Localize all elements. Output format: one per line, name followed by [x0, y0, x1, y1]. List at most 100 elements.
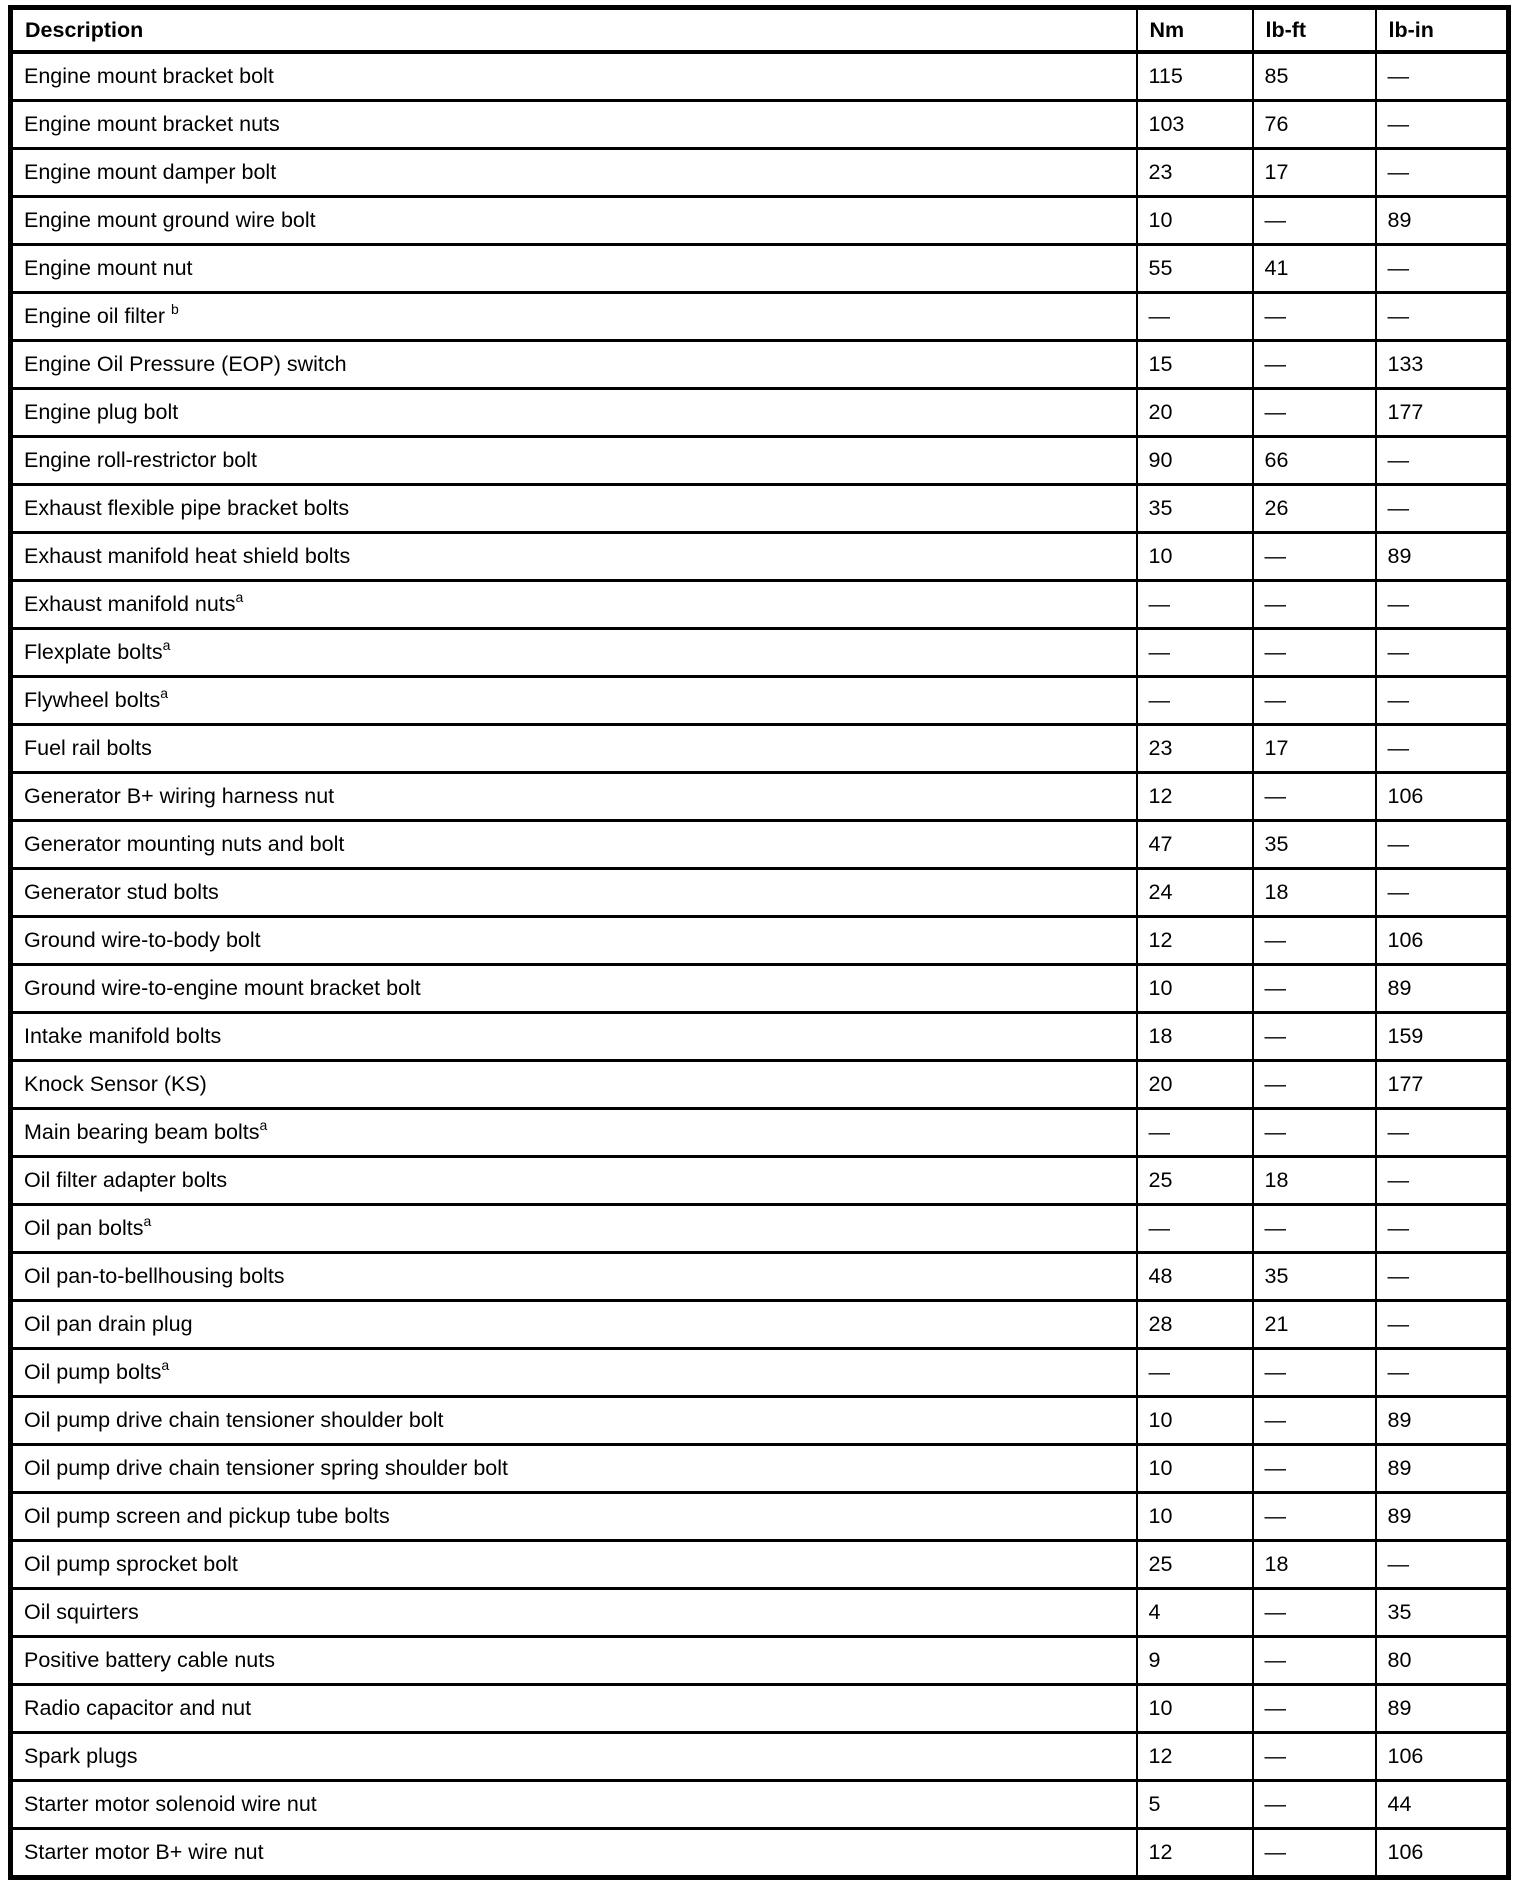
lbft-value-cell: — — [1251, 1203, 1377, 1254]
description-cell: Generator B+ wiring harness nut — [9, 771, 1138, 822]
lbin-value-cell: 89 — [1374, 1443, 1510, 1494]
row-footnote-marker: a — [162, 636, 171, 653]
lbft-value-cell: — — [1251, 1347, 1377, 1398]
lbin-value-cell: 89 — [1374, 531, 1510, 582]
nm-value-cell: 12 — [1135, 771, 1254, 822]
table-row: Oil pump screen and pickup tube bolts 10… — [9, 1491, 1510, 1542]
lbft-value-cell: 21 — [1251, 1299, 1377, 1350]
row-description: Generator B+ wiring harness nut — [24, 784, 335, 809]
row-description: Exhaust manifold heat shield bolts — [24, 544, 351, 569]
lbin-value-cell: 177 — [1374, 1059, 1510, 1110]
description-cell: Fuel rail bolts — [9, 723, 1138, 774]
description-cell: Engine oil filter b — [9, 291, 1138, 342]
table-row: Engine roll-restrictor bolt 90 66 — — [9, 435, 1510, 486]
lbft-value-cell: 18 — [1251, 1539, 1377, 1590]
nm-value-cell: 20 — [1135, 1059, 1254, 1110]
description-cell: Exhaust manifold nutsa — [9, 579, 1138, 630]
row-description: Engine Oil Pressure (EOP) switch — [24, 352, 347, 377]
description-cell: Ground wire-to-body bolt — [9, 915, 1138, 966]
description-cell: Ground wire-to-engine mount bracket bolt — [9, 963, 1138, 1014]
row-description: Oil filter adapter bolts — [24, 1168, 228, 1193]
lbin-value-cell: — — [1374, 1539, 1510, 1590]
row-description: Engine mount ground wire bolt — [24, 208, 316, 233]
nm-value-cell: — — [1135, 1347, 1254, 1398]
table-row: Oil pump drive chain tensioner shoulder … — [9, 1395, 1510, 1446]
nm-value-cell: 23 — [1135, 723, 1254, 774]
lbft-value-cell: 35 — [1251, 819, 1377, 870]
description-cell: Oil squirters — [9, 1587, 1138, 1638]
table-row: Spark plugs 12 — 106 — [9, 1731, 1510, 1782]
row-footnote-marker: a — [235, 588, 244, 605]
row-description: Starter motor solenoid wire nut — [24, 1792, 317, 1817]
description-cell: Engine Oil Pressure (EOP) switch — [9, 339, 1138, 390]
lbft-value-cell: — — [1251, 627, 1377, 678]
description-cell: Oil filter adapter bolts — [9, 1155, 1138, 1206]
lbin-value-cell: 89 — [1374, 1395, 1510, 1446]
table-row: Starter motor B+ wire nut 12 — 106 — [9, 1827, 1510, 1879]
nm-value-cell: 10 — [1135, 1443, 1254, 1494]
table-header: Description Nm lb-ft lb-in — [9, 6, 1510, 54]
lbin-value-cell: — — [1374, 243, 1510, 294]
table-row: Radio capacitor and nut 10 — 89 — [9, 1683, 1510, 1734]
table-row: Oil pan drain plug 28 21 — — [9, 1299, 1510, 1350]
row-description: Oil pan drain plug — [24, 1312, 193, 1337]
table-row: Exhaust manifold heat shield bolts 10 — … — [9, 531, 1510, 582]
lbin-value-cell: — — [1374, 819, 1510, 870]
row-description: Engine mount bracket bolt — [24, 64, 274, 89]
row-description: Oil pan-to-bellhousing bolts — [24, 1264, 285, 1289]
lbin-value-cell: — — [1374, 723, 1510, 774]
lbft-value-cell: 17 — [1251, 723, 1377, 774]
table-row: Starter motor solenoid wire nut 5 — 44 — [9, 1779, 1510, 1830]
lbft-value-cell: — — [1251, 771, 1377, 822]
lbin-value-cell: — — [1374, 1299, 1510, 1350]
table-row: Generator B+ wiring harness nut 12 — 106 — [9, 771, 1510, 822]
nm-value-cell: 10 — [1135, 963, 1254, 1014]
table-row: Generator mounting nuts and bolt 47 35 — — [9, 819, 1510, 870]
lbin-value-cell: 106 — [1374, 1827, 1510, 1879]
description-cell: Generator stud bolts — [9, 867, 1138, 918]
row-description: Engine mount bracket nuts — [24, 112, 280, 137]
lbft-value-cell: — — [1251, 579, 1377, 630]
nm-value-cell: 12 — [1135, 915, 1254, 966]
lbin-value-cell: — — [1374, 1347, 1510, 1398]
row-description: Engine mount nut — [24, 256, 193, 281]
description-cell: Engine mount ground wire bolt — [9, 195, 1138, 246]
nm-value-cell: 23 — [1135, 147, 1254, 198]
description-cell: Main bearing beam boltsa — [9, 1107, 1138, 1158]
row-footnote-marker: b — [171, 300, 179, 317]
description-cell: Oil pan boltsa — [9, 1203, 1138, 1254]
row-description: Exhaust flexible pipe bracket bolts — [24, 496, 350, 521]
row-description: Positive battery cable nuts — [24, 1648, 275, 1673]
description-cell: Oil pump drive chain tensioner spring sh… — [9, 1443, 1138, 1494]
row-footnote-marker: a — [259, 1116, 268, 1133]
description-cell: Flywheel boltsa — [9, 675, 1138, 726]
description-cell: Engine plug bolt — [9, 387, 1138, 438]
lbft-value-cell: — — [1251, 1059, 1377, 1110]
lbft-value-cell: — — [1251, 963, 1377, 1014]
lbin-value-cell: — — [1374, 50, 1510, 102]
lbin-value-cell: — — [1374, 579, 1510, 630]
row-description: Oil pump drive chain tensioner shoulder … — [24, 1408, 444, 1433]
col-header-lbft: lb-ft — [1251, 6, 1377, 54]
lbft-value-cell: 76 — [1251, 99, 1377, 150]
description-cell: Engine mount damper bolt — [9, 147, 1138, 198]
row-description: Knock Sensor (KS) — [24, 1072, 207, 1097]
lbft-value-cell: 17 — [1251, 147, 1377, 198]
table-row: Main bearing beam boltsa — — — — [9, 1107, 1510, 1158]
lbin-value-cell: 106 — [1374, 1731, 1510, 1782]
lbin-value-cell: — — [1374, 867, 1510, 918]
nm-value-cell: 9 — [1135, 1635, 1254, 1686]
lbft-value-cell: — — [1251, 531, 1377, 582]
table-row: Ground wire-to-engine mount bracket bolt… — [9, 963, 1510, 1014]
table-body: Engine mount bracket bolt 115 85 — Engin… — [9, 50, 1510, 1879]
row-description: Oil pump screen and pickup tube bolts — [24, 1504, 390, 1529]
nm-value-cell: 10 — [1135, 1683, 1254, 1734]
table-row: Ground wire-to-body bolt 12 — 106 — [9, 915, 1510, 966]
nm-value-cell: 35 — [1135, 483, 1254, 534]
lbft-value-cell: — — [1251, 1395, 1377, 1446]
lbin-value-cell: — — [1374, 675, 1510, 726]
row-description: Engine plug bolt — [24, 400, 179, 425]
row-description: Ground wire-to-body bolt — [24, 928, 261, 953]
nm-value-cell: 10 — [1135, 1491, 1254, 1542]
table-row: Engine mount nut 55 41 — — [9, 243, 1510, 294]
